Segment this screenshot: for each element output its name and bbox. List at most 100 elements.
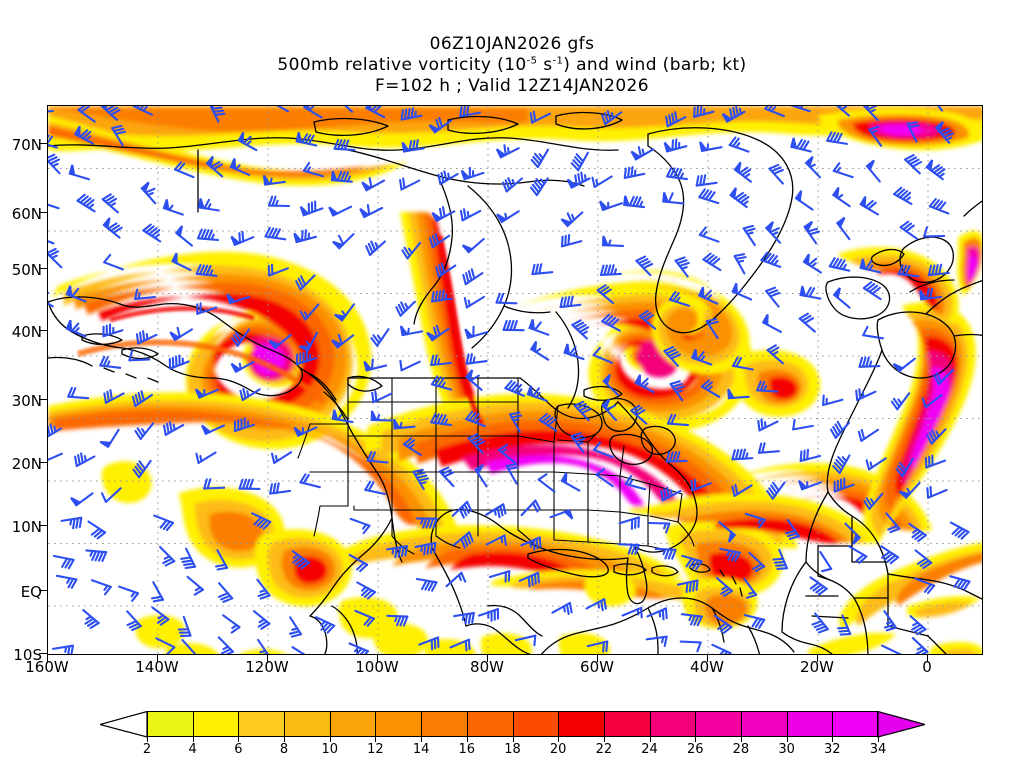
- wind-barb: [744, 512, 766, 529]
- wind-barb: [217, 636, 234, 654]
- wind-barb: [729, 187, 750, 209]
- wind-barb: [731, 483, 753, 497]
- y-tick-mark: [39, 525, 47, 526]
- wind-barb: [618, 516, 640, 530]
- wind-barb: [256, 578, 271, 600]
- y-tick-mark: [39, 330, 47, 331]
- wind-barb: [835, 216, 851, 241]
- wind-barb: [520, 536, 542, 551]
- colorbar-tick: [558, 737, 560, 742]
- wind-barb: [65, 285, 87, 303]
- wind-barb: [790, 106, 811, 113]
- wind-barb: [399, 359, 421, 372]
- wind-barb: [465, 352, 488, 365]
- wind-barb: [330, 170, 353, 183]
- wind-barb: [414, 541, 437, 556]
- wind-barb: [356, 581, 376, 600]
- wind-barb: [863, 492, 884, 511]
- y-tick-mark: [39, 590, 47, 591]
- wind-barb: [881, 644, 902, 654]
- wind-barb: [924, 454, 947, 469]
- wind-barb: [267, 263, 289, 277]
- wind-barb: [731, 282, 753, 301]
- wind-barb: [233, 417, 256, 433]
- wind-barb: [728, 136, 750, 153]
- colorbar-tick-label: 10: [321, 742, 339, 757]
- wind-barb: [520, 499, 541, 517]
- wind-barb: [566, 171, 591, 189]
- wind-barb: [883, 610, 897, 632]
- colorbar-segment: [238, 711, 285, 737]
- colorbar-tick-label: 2: [142, 742, 152, 757]
- colorbar-tick: [192, 737, 194, 742]
- wind-barb: [203, 478, 226, 490]
- wind-barb: [585, 598, 607, 612]
- wind-barb: [132, 106, 153, 116]
- wind-barb: [727, 388, 750, 400]
- wind-barb: [82, 609, 100, 630]
- colorbar-tick-label: 30: [778, 742, 795, 757]
- wind-barb: [55, 574, 78, 589]
- wind-barb: [364, 106, 386, 119]
- wind-barb: [772, 548, 788, 570]
- wind-barb: [624, 475, 647, 491]
- wind-barb: [865, 159, 881, 183]
- wind-barb: [412, 468, 429, 491]
- wind-barb: [438, 466, 455, 488]
- wind-barb: [898, 481, 921, 500]
- wind-barb: [196, 228, 220, 242]
- title-variable-mid: s: [537, 55, 553, 75]
- wind-barb: [699, 141, 723, 153]
- colorbar-segment: [649, 711, 696, 737]
- wind-barb: [908, 522, 927, 543]
- colorbar-tick-label: 20: [549, 742, 567, 757]
- wind-barb: [560, 211, 584, 228]
- wind-barb: [698, 188, 720, 205]
- x-tick-label-20W: 20W: [800, 658, 834, 676]
- wind-barb: [331, 333, 355, 349]
- colorbar-tick-label: 24: [641, 742, 658, 757]
- wind-barb: [181, 639, 197, 654]
- wind-barb: [52, 554, 75, 570]
- wind-barb: [451, 500, 473, 519]
- wind-barb: [65, 319, 87, 338]
- wind-barb: [599, 200, 623, 212]
- x-tick-mark: [487, 655, 488, 662]
- colorbar-segment: [695, 711, 741, 737]
- wind-barb: [857, 428, 880, 442]
- wind-barb: [621, 606, 643, 619]
- wind-barb: [60, 516, 83, 530]
- wind-barb: [509, 411, 523, 433]
- wind-barb: [477, 608, 500, 622]
- wind-barb: [48, 452, 63, 461]
- colorbar-tick: [832, 737, 834, 742]
- wind-barb: [229, 158, 251, 176]
- x-tick-label-100W: 100W: [355, 658, 399, 676]
- wind-barb: [237, 131, 258, 152]
- wind-barb: [128, 350, 151, 362]
- wind-barb: [99, 355, 122, 369]
- wind-barb: [196, 302, 218, 315]
- wind-barb: [638, 309, 657, 330]
- wind-barb: [862, 106, 879, 122]
- y-tick-mark: [39, 212, 47, 213]
- wind-barb: [48, 423, 63, 438]
- wind-barb: [570, 151, 589, 172]
- y-tick-label-10S: 10S: [13, 646, 42, 664]
- wind-barb: [159, 545, 176, 567]
- wind-barb: [173, 161, 195, 179]
- wind-barb: [596, 284, 615, 304]
- wind-barb: [269, 482, 292, 495]
- wind-barb: [897, 264, 920, 278]
- wind-barb: [430, 354, 453, 367]
- wind-barb: [919, 287, 943, 301]
- wind-barb: [195, 451, 217, 464]
- wind-barb: [537, 473, 556, 493]
- wind-barb: [909, 615, 927, 636]
- colorbar-tick-label: 22: [595, 742, 613, 757]
- colorbar-tick-label: 6: [234, 742, 243, 757]
- wind-barb: [718, 521, 737, 543]
- wind-barb: [85, 549, 108, 562]
- wind-barb: [74, 452, 96, 468]
- wind-barb: [197, 198, 220, 212]
